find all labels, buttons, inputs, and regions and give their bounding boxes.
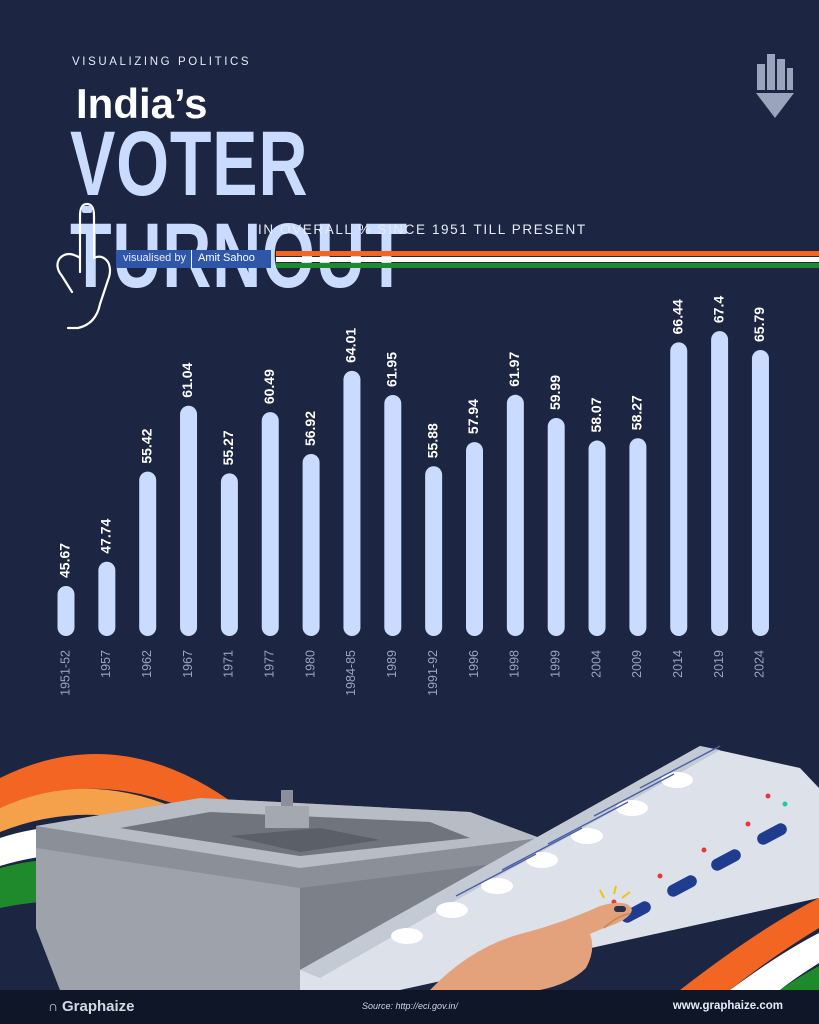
bar-1980 bbox=[302, 454, 320, 636]
category-label-2004: 2004 bbox=[589, 650, 603, 678]
category-label-1967: 1967 bbox=[181, 650, 195, 678]
bar-1991-92 bbox=[425, 466, 443, 636]
bar-1977 bbox=[261, 412, 279, 636]
bar-1971 bbox=[220, 473, 238, 636]
category-label-1998: 1998 bbox=[508, 650, 522, 678]
bar-1951-52 bbox=[57, 586, 75, 636]
voting-finger-icon bbox=[56, 202, 112, 330]
turnout-bar-chart: 45.67 1951-52 47.74 1957 55.42 1962 61.04 1967 5… bbox=[57, 296, 769, 696]
graphaize-logo-icon: ∩ bbox=[48, 998, 59, 1014]
category-label-1991-92: 1991-92 bbox=[426, 650, 440, 696]
category-label-2024: 2024 bbox=[753, 650, 767, 678]
bar-1984-85 bbox=[343, 370, 361, 636]
category-label-2014: 2014 bbox=[671, 650, 685, 678]
voting-hand-illustration bbox=[430, 885, 632, 990]
value-label-1967: 61.04 bbox=[179, 362, 195, 397]
value-label-1971: 55.27 bbox=[220, 430, 236, 465]
bar-2024 bbox=[751, 349, 769, 636]
category-label-1999: 1999 bbox=[548, 650, 562, 678]
byline: visualised by Amit Sahoo bbox=[116, 250, 271, 268]
green-stripe bbox=[276, 263, 819, 268]
byline-label: visualised by bbox=[116, 250, 191, 268]
category-label-1984-85: 1984-85 bbox=[344, 650, 358, 696]
bar-2014 bbox=[670, 342, 688, 636]
value-label-1980: 56.92 bbox=[302, 411, 318, 446]
value-label-1962: 55.42 bbox=[138, 428, 154, 463]
category-label-1980: 1980 bbox=[303, 650, 317, 678]
category-label-1977: 1977 bbox=[263, 650, 277, 678]
white-stripe bbox=[276, 257, 819, 262]
graphaize-pencil-icon bbox=[756, 54, 794, 118]
value-label-1996: 57.94 bbox=[465, 399, 481, 434]
value-label-1998: 61.97 bbox=[506, 352, 522, 387]
value-label-2024: 65.79 bbox=[751, 307, 767, 342]
value-label-2004: 58.07 bbox=[588, 397, 604, 432]
brand-name: Graphaize bbox=[62, 998, 135, 1015]
website-link[interactable]: www.graphaize.com bbox=[672, 1000, 783, 1012]
election-illustration bbox=[0, 745, 819, 990]
category-label-2009: 2009 bbox=[630, 650, 644, 678]
footer: ∩ Graphaize Source: http://eci.gov.in/ w… bbox=[0, 990, 819, 1024]
bar-2009 bbox=[629, 438, 647, 636]
category-label-1996: 1996 bbox=[467, 650, 481, 678]
value-label-1991-92: 55.88 bbox=[424, 423, 440, 458]
category-label-1989: 1989 bbox=[385, 650, 399, 678]
tricolor-stripe bbox=[276, 251, 819, 269]
value-label-2014: 66.44 bbox=[669, 299, 685, 334]
bar-1962 bbox=[139, 471, 157, 636]
category-label-1971: 1971 bbox=[222, 650, 236, 678]
byline-name: Amit Sahoo bbox=[190, 250, 271, 268]
category-label-1951-52: 1951-52 bbox=[58, 650, 72, 696]
value-label-2009: 58.27 bbox=[629, 395, 645, 430]
bar-1996 bbox=[466, 442, 483, 636]
bar-2019 bbox=[711, 331, 729, 636]
value-label-2019: 67.4 bbox=[710, 296, 726, 323]
category-label-1962: 1962 bbox=[140, 650, 154, 678]
value-label-1977: 60.49 bbox=[261, 369, 277, 404]
subtitle: IN OVERALL % SINCE 1951 TILL PRESENT bbox=[258, 222, 587, 237]
title-line-1: India’s bbox=[76, 80, 208, 127]
value-label-1999: 59.99 bbox=[547, 375, 563, 410]
bar-2004 bbox=[588, 440, 606, 636]
bar-1998 bbox=[506, 394, 524, 636]
value-label-1957: 47.74 bbox=[98, 518, 114, 553]
tricolor-swoosh-right bbox=[680, 898, 819, 990]
category-label-2019: 2019 bbox=[712, 650, 726, 678]
value-label-1984-85: 64.01 bbox=[343, 328, 359, 363]
category-label-1957: 1957 bbox=[99, 650, 113, 678]
kicker-text: VISUALIZING POLITICS bbox=[72, 56, 252, 68]
bar-1989 bbox=[384, 395, 402, 636]
value-label-1989: 61.95 bbox=[384, 352, 400, 387]
saffron-stripe bbox=[276, 251, 819, 256]
bar-1967 bbox=[180, 405, 198, 636]
source-text: Source: http://eci.gov.in/ bbox=[362, 1001, 458, 1011]
bar-1999 bbox=[547, 418, 565, 636]
bar-1957 bbox=[98, 561, 116, 636]
evm-voting-machine-illustration bbox=[300, 745, 819, 990]
value-label-1951-52: 45.67 bbox=[57, 543, 73, 578]
